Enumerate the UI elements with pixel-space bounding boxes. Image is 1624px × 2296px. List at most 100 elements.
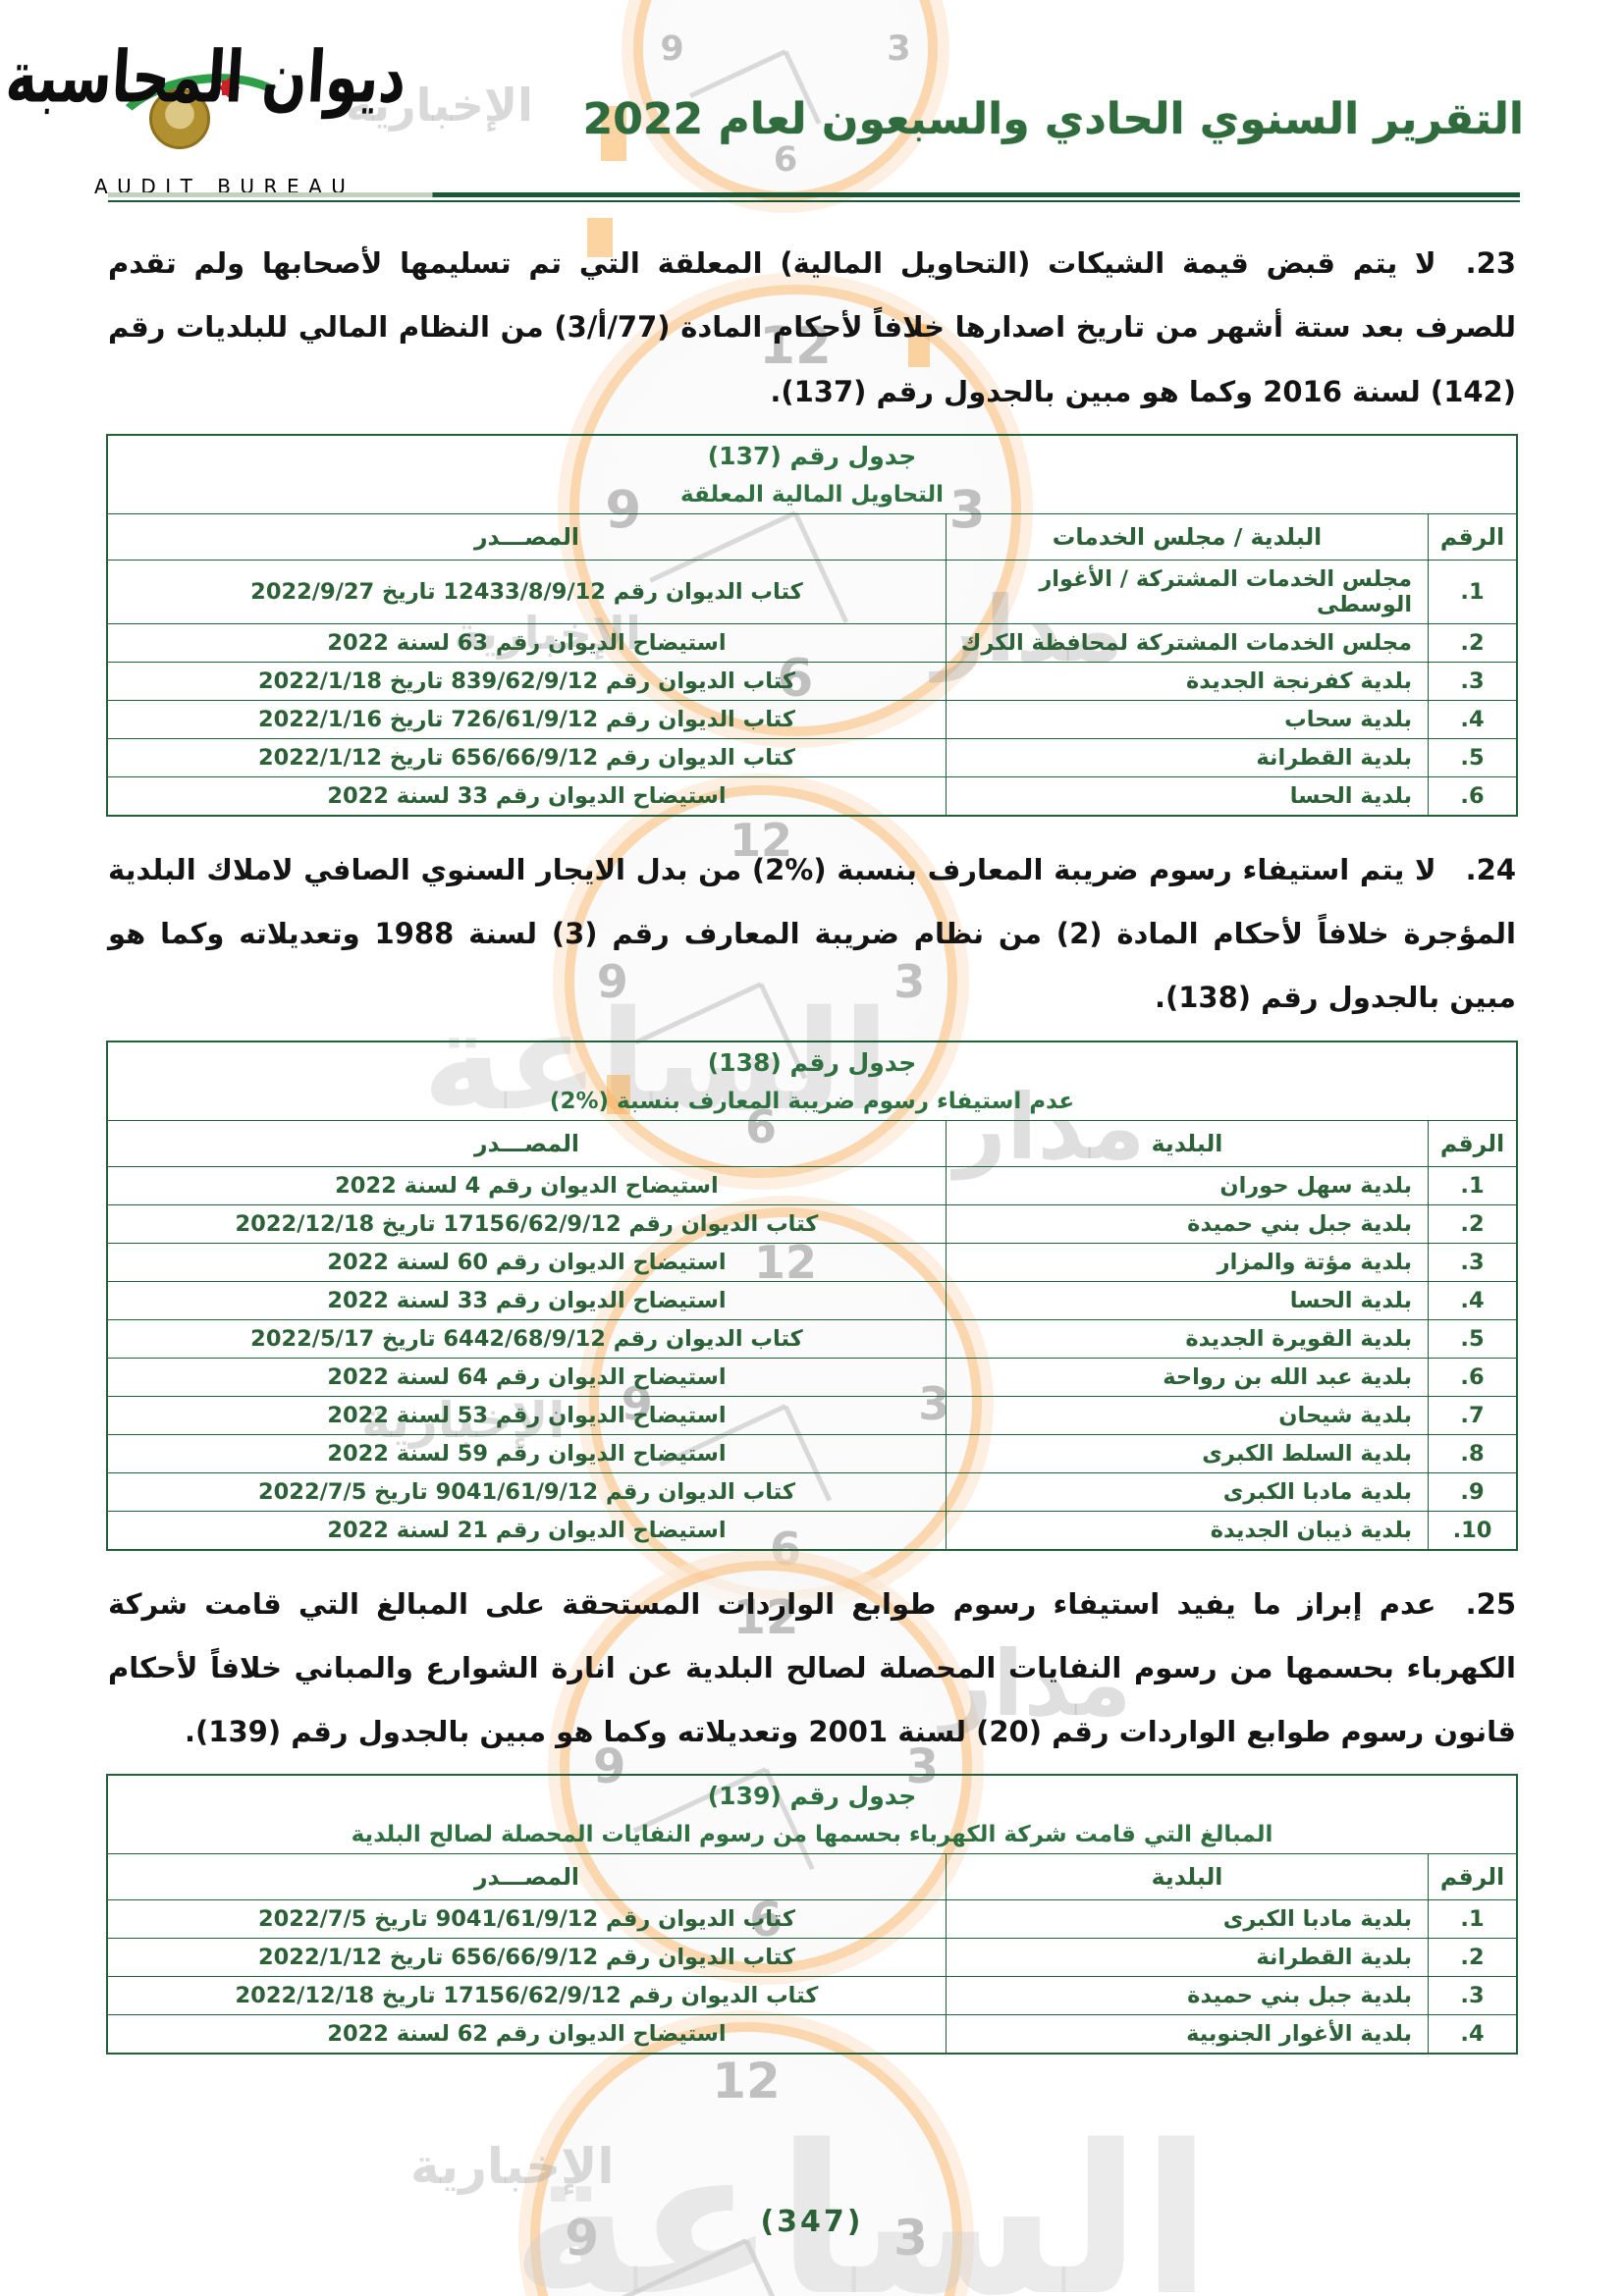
- municipality-cell: بلدية القطرانة: [945, 737, 1430, 777]
- source-cell: كتاب الديوان رقم 9041/61/9/12 تاريخ 2022…: [106, 1899, 947, 1940]
- table-row: 2. بلدية القطرانة كتاب الديوان رقم 656/66/…: [106, 1938, 1518, 1978]
- source-cell: كتاب الديوان رقم 839/62/9/12 تاريخ 2022/…: [106, 661, 947, 701]
- finding-number: 25.: [1465, 1586, 1516, 1621]
- municipality-cell: بلدية مؤتة والمزار: [945, 1242, 1430, 1282]
- column-header-number: الرقم: [1428, 1853, 1518, 1901]
- table-row: 2. مجلس الخدمات المشتركة لمحافظة الكرك است…: [106, 622, 1518, 663]
- source-cell: كتاب الديوان رقم 17156/62/9/12 تاريخ 202…: [106, 1203, 947, 1244]
- table-row: 3. بلدية كفرنجة الجديدة كتاب الديوان رقم 8…: [106, 661, 1518, 701]
- municipality-cell: بلدية عبد الله بن رواحة: [945, 1357, 1430, 1397]
- row-number-cell: 2.: [1428, 622, 1518, 663]
- header-divider-thick-line: [108, 192, 1520, 197]
- column-header-municipality: البلدية: [945, 1853, 1430, 1901]
- table-header-row: الرقم البلدية / مجلس الخدمات المصـــدر: [106, 512, 1518, 561]
- row-number-cell: 4.: [1428, 699, 1518, 739]
- finding-number: 23.: [1465, 246, 1516, 280]
- row-number-cell: 5.: [1428, 1318, 1518, 1359]
- row-number-cell: 9.: [1428, 1471, 1518, 1512]
- row-number-cell: 6.: [1428, 775, 1518, 817]
- source-cell: كتاب الديوان رقم 6442/68/9/12 تاريخ 2022…: [106, 1318, 947, 1359]
- row-number-cell: 5.: [1428, 737, 1518, 777]
- table-header-row: الرقم البلدية المصـــدر: [106, 1853, 1518, 1901]
- table-row: 4. بلدية الأغوار الجنوبية استيضاح الديوان …: [106, 2014, 1518, 2055]
- audit-bureau-logo: ديوان المحاسبة AUDIT BUREAU: [3, 35, 410, 200]
- logo-gold-emblem-icon: [149, 88, 210, 149]
- pending-transfers-table-137: جدول رقم (137) التحاويل المالية المعلقة …: [106, 433, 1518, 817]
- table-rows: 1. بلدية سهل حوران استيضاح الديوان رقم 4 ل…: [106, 1165, 1518, 1550]
- finding-paragraph-25: 25.عدم إبراز ما يفيد استيفاء رسوم طوابع …: [108, 1573, 1516, 1765]
- source-cell: كتاب الديوان رقم 656/66/9/12 تاريخ 2022/…: [106, 1938, 947, 1978]
- source-cell: استيضاح الديوان رقم 4 لسنة 2022: [106, 1165, 947, 1205]
- source-cell: كتاب الديوان رقم 17156/62/9/12 تاريخ 202…: [106, 1976, 947, 2016]
- table-subtitle: المبالغ التي قامت شركة الكهرباء بحسمها م…: [351, 1822, 1273, 1848]
- source-cell: استيضاح الديوان رقم 21 لسنة 2022: [106, 1510, 947, 1550]
- row-number-cell: 2.: [1428, 1203, 1518, 1244]
- municipality-cell: بلدية الحسا: [945, 775, 1430, 817]
- municipality-cell: بلدية جبل بني حميدة: [945, 1976, 1430, 2016]
- table-row: 2. بلدية جبل بني حميدة كتاب الديوان رقم 17…: [106, 1203, 1518, 1244]
- table-row: 5. بلدية القويرة الجديدة كتاب الديوان رقم …: [106, 1318, 1518, 1359]
- education-tax-table-138: جدول رقم (138) عدم استيفاء رسوم ضريبة ال…: [106, 1040, 1518, 1551]
- report-title: التقرير السنوي الحادي والسبعون لعام 2022: [582, 94, 1524, 144]
- municipality-cell: بلدية الحسا: [945, 1280, 1430, 1320]
- table-caption-cell: جدول رقم (137) التحاويل المالية المعلقة: [106, 434, 1518, 514]
- table-caption-cell: جدول رقم (138) عدم استيفاء رسوم ضريبة ال…: [106, 1041, 1518, 1121]
- municipality-cell: بلدية شيحان: [945, 1395, 1430, 1435]
- column-header-source: المصـــدر: [106, 1119, 947, 1167]
- table-row: 1. بلدية سهل حوران استيضاح الديوان رقم 4 ل…: [106, 1165, 1518, 1205]
- logo-arabic-text: ديوان المحاسبة: [3, 35, 408, 120]
- table-row: 7. بلدية شيحان استيضاح الديوان رقم 53 لسنة…: [106, 1395, 1518, 1435]
- table-row: 10. بلدية ذيبان الجديدة استيضاح الديوان رق…: [106, 1510, 1518, 1550]
- municipality-cell: بلدية مادبا الكبرى: [945, 1899, 1430, 1940]
- row-number-cell: 3.: [1428, 1976, 1518, 2016]
- watermark-text: الساعة: [511, 2101, 1213, 2296]
- row-number-cell: 4.: [1428, 2014, 1518, 2055]
- column-header-source: المصـــدر: [106, 512, 947, 561]
- table-row: 4. بلدية سحاب كتاب الديوان رقم 726/61/9/12…: [106, 699, 1518, 739]
- source-cell: كتاب الديوان رقم 9041/61/9/12 تاريخ 2022…: [106, 1471, 947, 1512]
- table-title: جدول رقم (137): [707, 441, 917, 470]
- header-divider-thin-line: [108, 200, 1520, 202]
- clock-numeral: 3: [887, 29, 911, 69]
- source-cell: كتاب الديوان رقم 726/61/9/12 تاريخ 2022/…: [106, 699, 947, 739]
- finding-paragraph-23: 23.لا يتم قبض قيمة الشيكات (التحاويل الم…: [108, 232, 1516, 424]
- column-header-source: المصـــدر: [106, 1853, 947, 1901]
- column-header-number: الرقم: [1428, 1119, 1518, 1167]
- table-caption-row: جدول رقم (137) التحاويل المالية المعلقة: [106, 434, 1518, 514]
- table-row: 8. بلدية السلط الكبرى استيضاح الديوان رقم …: [106, 1433, 1518, 1473]
- column-header-number: الرقم: [1428, 512, 1518, 561]
- row-number-cell: 8.: [1428, 1433, 1518, 1473]
- row-number-cell: 3.: [1428, 661, 1518, 701]
- table-title: جدول رقم (139): [707, 1782, 917, 1811]
- municipality-cell: بلدية القطرانة: [945, 1938, 1430, 1978]
- row-number-cell: 1.: [1428, 1899, 1518, 1940]
- table-caption-row: جدول رقم (139) المبالغ التي قامت شركة ال…: [106, 1774, 1518, 1855]
- table-row: 6. بلدية عبد الله بن رواحة استيضاح الديوان…: [106, 1357, 1518, 1397]
- source-cell: استيضاح الديوان رقم 63 لسنة 2022: [106, 622, 947, 663]
- clock-numeral: 9: [660, 29, 684, 69]
- table-subtitle: عدم استيفاء رسوم ضريبة المعارف بنسبة (%2…: [549, 1088, 1075, 1114]
- municipality-cell: مجلس الخدمات المشتركة / الأغوار الوسطى: [945, 559, 1430, 624]
- municipality-cell: بلدية مادبا الكبرى: [945, 1471, 1430, 1512]
- finding-text: لا يتم استيفاء رسوم ضريبة المعارف بنسبة …: [108, 852, 1516, 1015]
- source-cell: استيضاح الديوان رقم 60 لسنة 2022: [106, 1242, 947, 1282]
- table-caption-row: جدول رقم (138) عدم استيفاء رسوم ضريبة ال…: [106, 1041, 1518, 1121]
- page-number: (347): [760, 2205, 864, 2239]
- row-number-cell: 10.: [1428, 1510, 1518, 1550]
- table-header-row: الرقم البلدية المصـــدر: [106, 1119, 1518, 1167]
- finding-text: عدم إبراز ما يفيد استيفاء رسوم طوابع الو…: [108, 1586, 1516, 1749]
- source-cell: استيضاح الديوان رقم 33 لسنة 2022: [106, 1280, 947, 1320]
- municipality-cell: بلدية السلط الكبرى: [945, 1433, 1430, 1473]
- municipality-cell: بلدية القويرة الجديدة: [945, 1318, 1430, 1359]
- table-row: 4. بلدية الحسا استيضاح الديوان رقم 33 لسنة…: [106, 1280, 1518, 1320]
- column-header-municipality: البلدية: [945, 1119, 1430, 1167]
- finding-text: لا يتم قبض قيمة الشيكات (التحاويل المالي…: [108, 246, 1516, 408]
- logo-red-star-icon: [222, 80, 237, 95]
- watermark-text: الإخبارية: [410, 2138, 615, 2195]
- electricity-deductions-table-139: جدول رقم (139) المبالغ التي قامت شركة ال…: [106, 1774, 1518, 2056]
- header-divider: [108, 192, 1520, 202]
- table-caption-cell: جدول رقم (139) المبالغ التي قامت شركة ال…: [106, 1774, 1518, 1855]
- source-cell: كتاب الديوان رقم 656/66/9/12 تاريخ 2022/…: [106, 737, 947, 777]
